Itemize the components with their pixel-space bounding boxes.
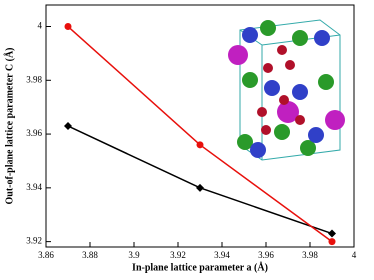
y-tick-label: 3.98: [26, 74, 42, 84]
x-tick-label: 3.94: [214, 250, 230, 260]
x-axis-label: In-plane lattice parameter a (Å): [132, 261, 268, 273]
marker: [196, 183, 204, 192]
x-tick-label: 3.88: [82, 250, 98, 260]
y-tick-label: 3.92: [26, 236, 42, 246]
x-tick-label: 3.96: [258, 250, 274, 260]
y-tick-label: 3.96: [26, 128, 42, 138]
x-tick-label: 3.9: [128, 250, 140, 260]
y-axis-label: Out-of-plane lattice parameter C (Å): [3, 48, 15, 205]
marker: [328, 229, 336, 238]
marker: [64, 122, 72, 130]
x-tick-label: 3.92: [170, 250, 186, 260]
marker: [328, 238, 336, 246]
plot-frame: [45, 4, 355, 248]
x-tick-label: 3.86: [38, 250, 54, 260]
x-tick-label: 3.98: [302, 250, 318, 260]
y-tick-label: 3.94: [26, 182, 42, 192]
y-tick-label: 4: [38, 21, 43, 31]
crystal-inset: [228, 19, 345, 161]
x-tick-label: 4: [352, 250, 357, 260]
series-line: [67, 25, 333, 243]
marker: [64, 23, 72, 31]
marker: [196, 141, 204, 149]
